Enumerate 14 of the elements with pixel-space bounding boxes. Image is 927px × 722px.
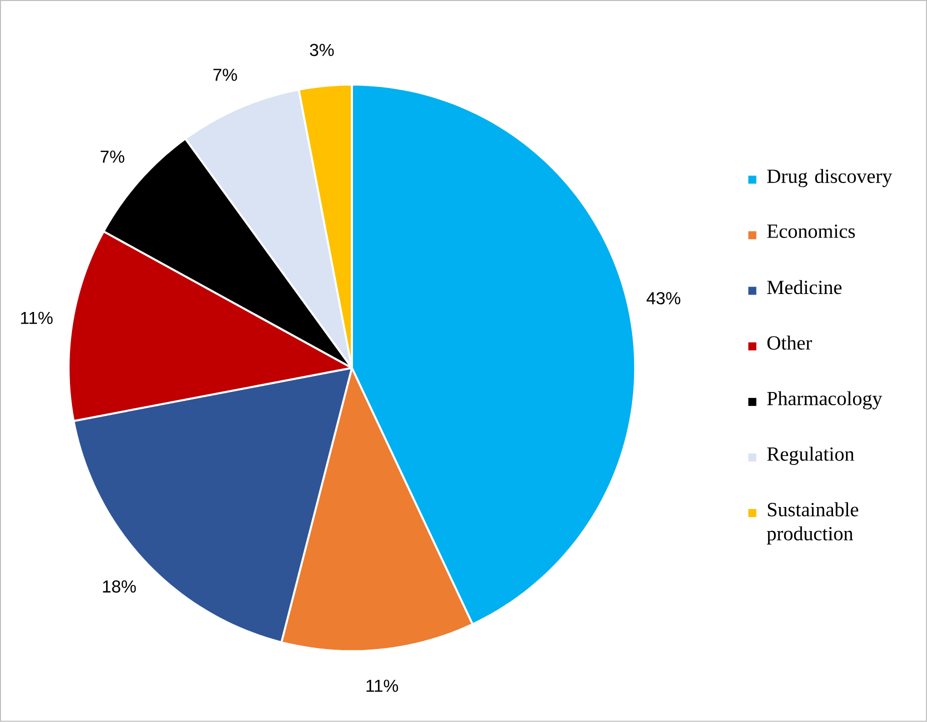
legend-label: Drug discovery: [767, 169, 892, 188]
data-label: 7%: [213, 68, 237, 81]
legend-label: Regulation: [767, 446, 854, 466]
data-label: 7%: [100, 150, 124, 163]
legend-label: Other: [767, 336, 812, 350]
data-label: 18%: [103, 580, 136, 593]
data-label: 11%: [366, 680, 398, 692]
legend-label: Medicine: [767, 280, 842, 294]
data-label: 11%: [21, 312, 53, 324]
legend-label: Economics: [767, 224, 855, 238]
legend-label: Pharmacology: [767, 391, 882, 410]
legend-label: Sustainable production: [766, 502, 858, 545]
data-label: 3%: [310, 44, 334, 56]
data-label: 43%: [646, 292, 680, 304]
